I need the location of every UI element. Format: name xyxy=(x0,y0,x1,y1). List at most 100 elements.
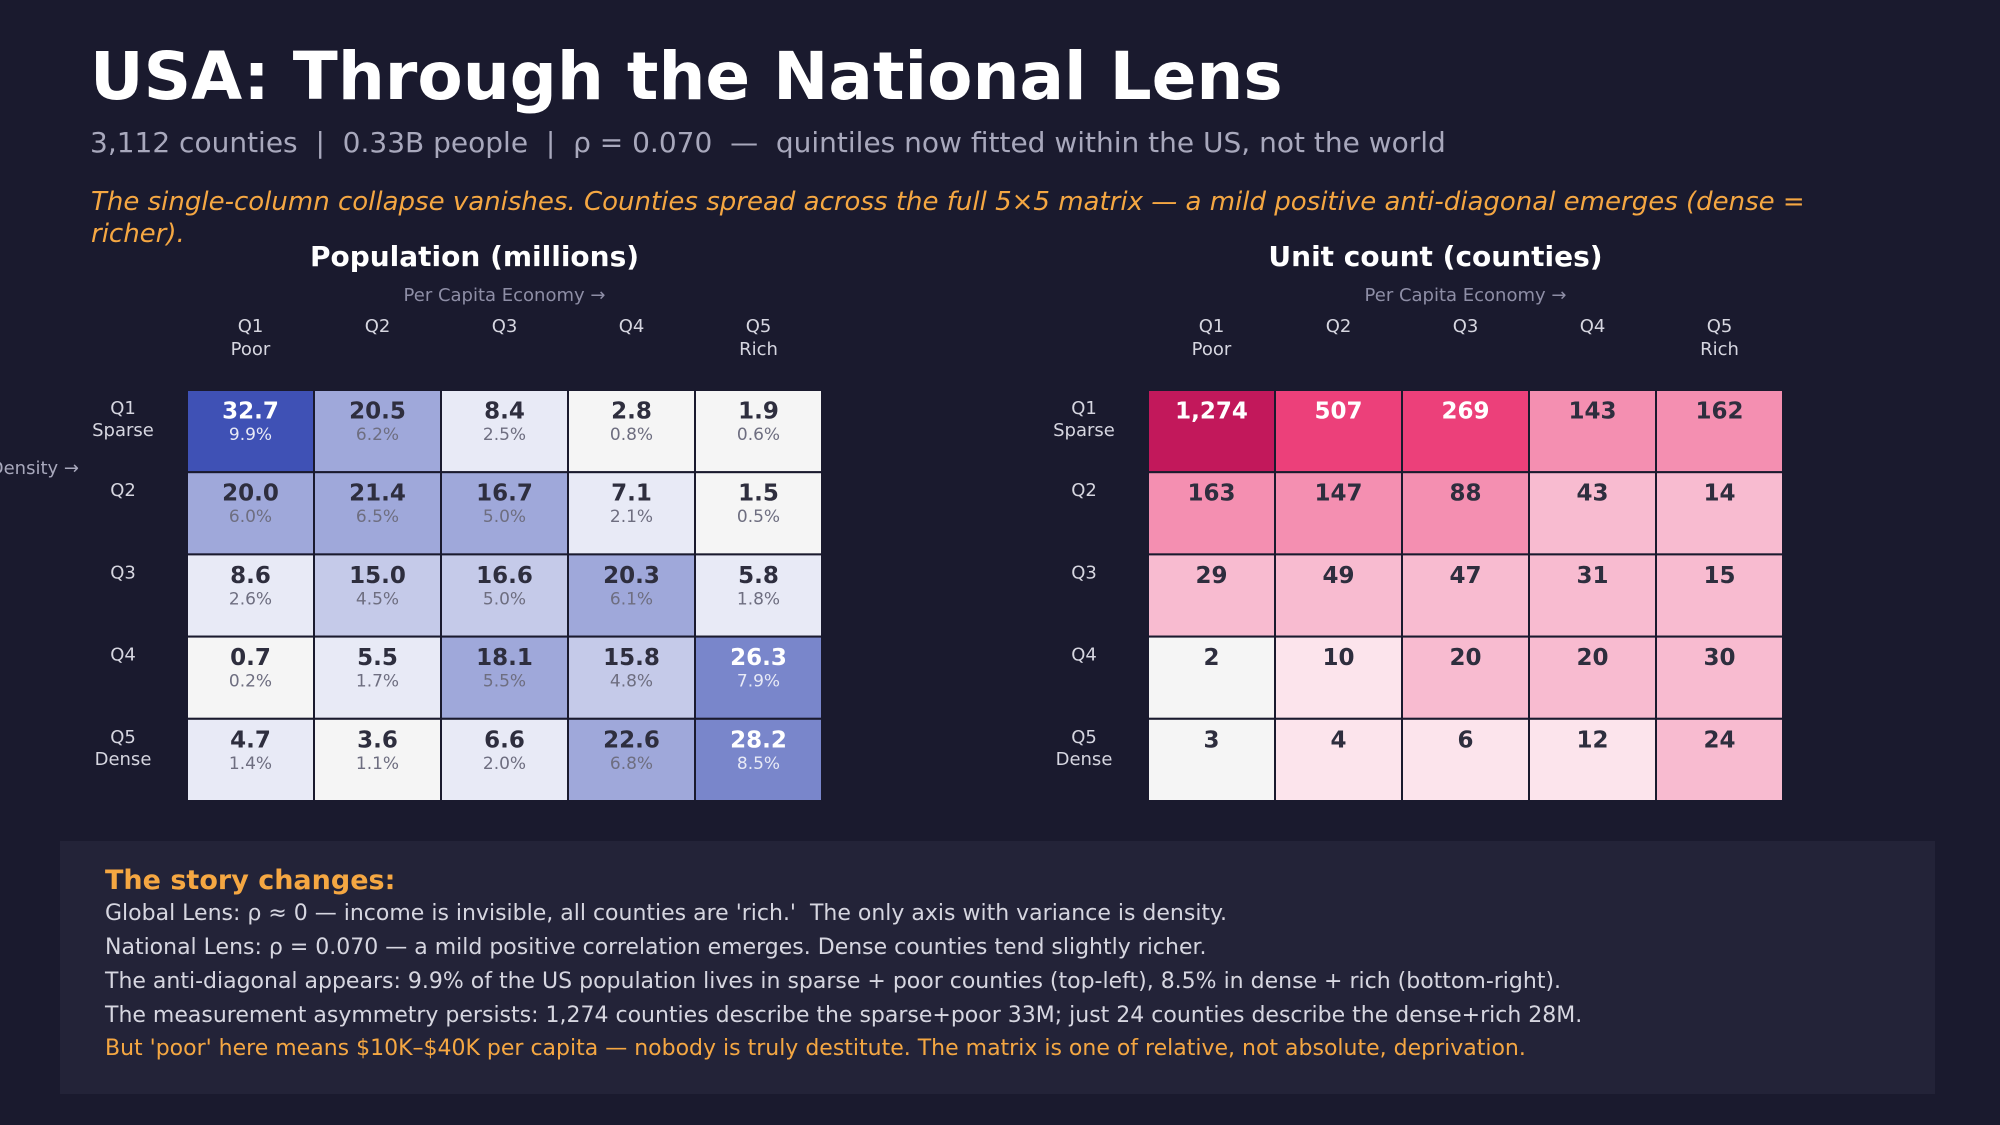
x-tick-label: Q5 xyxy=(1707,316,1733,337)
y-tick-label: Sparse xyxy=(92,420,154,441)
cell-value: 162 xyxy=(1695,399,1743,425)
cell-share: 1.7% xyxy=(356,672,399,692)
x-tick-label: Q1 xyxy=(238,316,264,337)
note: The single-column collapse vanishes. Cou… xyxy=(91,187,1805,249)
heatmap-cell xyxy=(440,717,569,802)
heatmap-cell xyxy=(694,389,823,474)
x-tick-label: Q3 xyxy=(1453,316,1479,337)
cell-value: 21.4 xyxy=(349,481,406,507)
cell-value: 29 xyxy=(1195,563,1227,589)
heatmap-cell xyxy=(1401,717,1530,802)
cell-share: 6.8% xyxy=(610,754,653,774)
cell-share: 0.2% xyxy=(229,672,272,692)
cell-value: 20 xyxy=(1449,645,1481,671)
x-axis-label: Per Capita Economy → xyxy=(404,285,606,306)
cell-value: 0.7 xyxy=(230,645,271,671)
story-line: National Lens: ρ = 0.070 — a mild positi… xyxy=(105,935,1207,960)
cell-value: 163 xyxy=(1187,481,1235,507)
cell-value: 15.8 xyxy=(603,645,660,671)
cell-value: 5.8 xyxy=(738,563,779,589)
charts: Population (millions) Per Capita Economy … xyxy=(0,240,1784,802)
cell-value: 7.1 xyxy=(611,481,652,507)
cell-share: 0.8% xyxy=(610,425,653,445)
cell-value: 8.4 xyxy=(484,399,525,425)
x-tick-label: Q4 xyxy=(619,316,645,337)
heatmap-cell xyxy=(1274,553,1403,638)
cell-value: 2 xyxy=(1203,645,1219,671)
story-panel: The story changes: Global Lens: ρ ≈ 0 — … xyxy=(60,841,1935,1094)
x-tick-label: Q4 xyxy=(1580,316,1606,337)
heatmap-cell xyxy=(186,717,315,802)
cell-value: 3 xyxy=(1203,727,1219,753)
heatmap-cell xyxy=(313,471,442,556)
cell-share: 2.0% xyxy=(483,754,526,774)
x-tick-label: Q3 xyxy=(492,316,518,337)
cell-share: 7.9% xyxy=(737,672,780,692)
cell-value: 47 xyxy=(1449,563,1481,589)
x-tick-label: Q2 xyxy=(365,316,391,337)
cell-share: 0.5% xyxy=(737,507,780,527)
y-tick-label: Q2 xyxy=(1071,480,1097,501)
heatmap-cell xyxy=(186,471,315,556)
cell-value: 4 xyxy=(1330,727,1346,753)
cell-value: 22.6 xyxy=(603,727,660,753)
cell-share: 8.5% xyxy=(737,754,780,774)
y-tick-label: Q3 xyxy=(1071,562,1097,583)
y-tick-label: Sparse xyxy=(1053,420,1115,441)
heatmap-cell xyxy=(567,717,696,802)
cell-value: 12 xyxy=(1576,727,1608,753)
y-tick-label: Q5 xyxy=(1071,727,1097,748)
cell-share: 1.4% xyxy=(229,754,272,774)
cell-value: 1,274 xyxy=(1175,399,1248,425)
y-tick-label: Q1 xyxy=(1071,398,1097,419)
x-tick-label: Rich xyxy=(1700,339,1739,360)
cell-value: 20.5 xyxy=(349,399,406,425)
cell-value: 16.6 xyxy=(476,563,533,589)
cell-value: 1.5 xyxy=(738,481,779,507)
cell-value: 143 xyxy=(1568,399,1616,425)
cell-value: 16.7 xyxy=(476,481,533,507)
subtitle: 3,112 counties | 0.33B people | ρ = 0.07… xyxy=(90,126,1446,159)
y-tick-label: Q5 xyxy=(110,727,136,748)
cell-value: 2.8 xyxy=(611,399,652,425)
cell-share: 2.1% xyxy=(610,507,653,527)
chart-title: Unit count (counties) xyxy=(1268,240,1602,273)
heatmap-cell xyxy=(1528,471,1657,556)
cell-share: 6.1% xyxy=(610,589,653,609)
cell-value: 15 xyxy=(1703,563,1735,589)
chart-title: Population (millions) xyxy=(310,240,639,273)
x-tick-label: Q2 xyxy=(1326,316,1352,337)
cell-value: 24 xyxy=(1703,727,1735,753)
y-tick-label: Q4 xyxy=(1071,645,1097,666)
cell-share: 2.6% xyxy=(229,589,272,609)
cell-value: 147 xyxy=(1314,481,1362,507)
x-tick-label: Poor xyxy=(231,339,271,360)
heatmap-cell xyxy=(1401,553,1530,638)
heatmap-cell xyxy=(1401,471,1530,556)
cell-value: 10 xyxy=(1322,645,1354,671)
heatmap-cell xyxy=(1401,389,1530,474)
cell-share: 1.8% xyxy=(737,589,780,609)
page-title: USA: Through the National Lens xyxy=(90,38,1283,115)
heatmap-cell xyxy=(440,389,569,474)
cell-value: 28.2 xyxy=(730,727,787,753)
y-tick-label: Q4 xyxy=(110,645,136,666)
heatmap-cell xyxy=(313,389,442,474)
heatmap-cell xyxy=(694,553,823,638)
cell-value: 20.0 xyxy=(222,481,279,507)
cell-share: 9.9% xyxy=(229,425,272,445)
heatmap-cell xyxy=(1655,635,1784,720)
y-axis-label: Density → xyxy=(0,458,79,479)
cell-share: 1.1% xyxy=(356,754,399,774)
cell-value: 4.7 xyxy=(230,727,271,753)
cell-share: 4.5% xyxy=(356,589,399,609)
cell-share: 6.2% xyxy=(356,425,399,445)
cell-share: 4.8% xyxy=(610,672,653,692)
heatmap-cell xyxy=(1528,553,1657,638)
cell-value: 88 xyxy=(1449,481,1481,507)
cell-value: 26.3 xyxy=(730,645,787,671)
x-tick-label: Q5 xyxy=(746,316,772,337)
heatmap-cell xyxy=(440,553,569,638)
y-tick-label: Dense xyxy=(95,749,152,770)
cell-value: 3.6 xyxy=(357,727,398,753)
